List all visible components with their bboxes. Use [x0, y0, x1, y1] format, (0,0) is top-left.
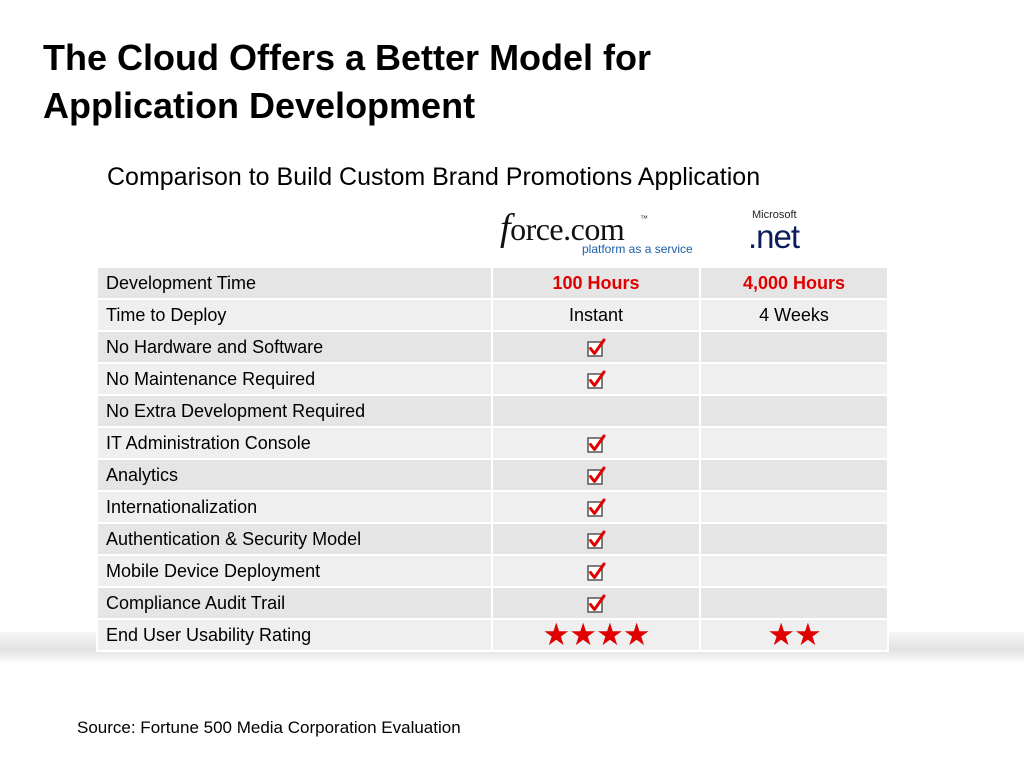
net-cell	[699, 394, 889, 428]
source-note: Source: Fortune 500 Media Corporation Ev…	[77, 718, 461, 737]
checkbox-checked-icon	[587, 498, 606, 517]
table-row: Internationalization	[96, 490, 889, 524]
checkbox-checked-icon	[587, 370, 606, 389]
table-row: Compliance Audit Trail	[96, 586, 889, 620]
row-label: Authentication & Security Model	[96, 522, 493, 556]
net-cell	[699, 490, 889, 524]
force-com-value: Instant	[568, 304, 624, 325]
title-line-2: Application Development	[43, 85, 476, 126]
row-label: Development Time	[96, 266, 493, 300]
star-icon-rating: ★★	[767, 617, 822, 652]
force-com-cell	[491, 554, 701, 588]
table-row: IT Administration Console	[96, 426, 889, 460]
force-com-cell	[491, 426, 701, 460]
force-com-cell	[491, 490, 701, 524]
force-com-tagline: platform as a service	[582, 242, 693, 256]
row-label: IT Administration Console	[96, 426, 493, 460]
table-row: No Extra Development Required	[96, 394, 889, 428]
net-cell	[699, 426, 889, 460]
net-cell	[699, 330, 889, 364]
net-value: 4 Weeks	[759, 304, 829, 325]
checkbox-checked-icon	[587, 338, 606, 357]
net-cell: 4 Weeks	[699, 298, 889, 332]
table-row: End User Usability Rating ★★★★ ★★	[96, 617, 889, 652]
checkbox-checked-icon	[587, 466, 606, 485]
row-label: Time to Deploy	[96, 298, 493, 332]
slide-subtitle: Comparison to Build Custom Brand Promoti…	[107, 163, 761, 191]
force-com-cell	[491, 362, 701, 396]
row-label: No Extra Development Required	[96, 394, 493, 428]
checkbox-checked-icon	[587, 434, 606, 453]
force-com-cell: ★★★★	[491, 617, 701, 652]
net-wordmark: .net	[748, 218, 800, 255]
table-row: Mobile Device Deployment	[96, 554, 889, 588]
force-com-cell	[491, 330, 701, 364]
checkbox-checked-icon	[587, 530, 606, 549]
net-cell: 4,000 Hours	[699, 266, 889, 300]
row-label: Mobile Device Deployment	[96, 554, 493, 588]
force-com-value: 100 Hours	[552, 272, 640, 293]
checkbox-checked-icon	[587, 562, 606, 581]
checkbox-checked-icon	[587, 594, 606, 613]
trademark-symbol: ™	[640, 214, 648, 223]
table-row: Analytics	[96, 458, 889, 492]
table-row: Development Time 100 Hours 4,000 Hours	[96, 266, 889, 300]
star-icon-rating: ★★★★	[542, 617, 650, 652]
net-cell	[699, 522, 889, 556]
table-row: No Hardware and Software	[96, 330, 889, 364]
net-cell	[699, 362, 889, 396]
row-label: Compliance Audit Trail	[96, 586, 493, 620]
force-com-cell: Instant	[491, 298, 701, 332]
title-line-1: The Cloud Offers a Better Model for	[43, 37, 652, 78]
net-cell: ★★	[699, 617, 889, 652]
comparison-table: Development Time 100 Hours 4,000 Hours Time…	[96, 266, 889, 652]
force-com-cell	[491, 394, 701, 428]
microsoft-net-logo: Microsoft .net	[748, 209, 828, 255]
net-cell	[699, 586, 889, 620]
row-label: End User Usability Rating	[96, 618, 493, 652]
force-com-cell	[491, 586, 701, 620]
row-label: Internationalization	[96, 490, 493, 524]
force-com-wordmark: force.com	[500, 207, 625, 249]
slide-title: The Cloud Offers a Better Model for Appl…	[43, 34, 943, 130]
table-row: Authentication & Security Model	[96, 522, 889, 556]
row-label: No Maintenance Required	[96, 362, 493, 396]
force-com-logo: force.com ™ platform as a service	[500, 208, 700, 258]
net-cell	[699, 554, 889, 588]
table-row: No Maintenance Required	[96, 362, 889, 396]
force-com-cell	[491, 458, 701, 492]
microsoft-label: Microsoft	[752, 209, 797, 221]
table-row: Time to Deploy Instant 4 Weeks	[96, 298, 889, 332]
force-com-cell	[491, 522, 701, 556]
row-label: No Hardware and Software	[96, 330, 493, 364]
row-label: Analytics	[96, 458, 493, 492]
net-value: 4,000 Hours	[742, 272, 846, 293]
net-cell	[699, 458, 889, 492]
force-com-cell: 100 Hours	[491, 266, 701, 300]
